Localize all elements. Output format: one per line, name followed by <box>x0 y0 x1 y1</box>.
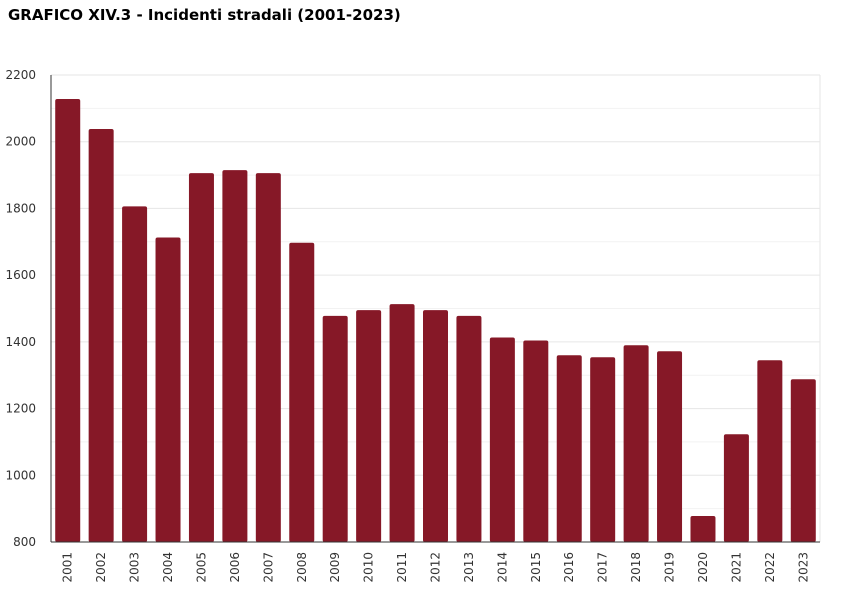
bar-2005[interactable] <box>188 173 214 542</box>
x-tick-label: 2010 <box>362 552 376 583</box>
y-tick-label: 1600 <box>5 268 36 282</box>
x-tick-label: 2008 <box>295 552 309 583</box>
x-tick-label: 2013 <box>462 552 476 583</box>
x-tick-label: 2014 <box>495 552 509 583</box>
x-tick-label: 2006 <box>228 552 242 583</box>
bar-2017[interactable] <box>590 357 616 542</box>
x-tick-label: 2011 <box>395 552 409 583</box>
x-tick-label: 2018 <box>629 552 643 583</box>
x-tick-label: 2023 <box>796 552 810 583</box>
bar-2003[interactable] <box>122 206 148 543</box>
y-tick-label: 1200 <box>5 402 36 416</box>
bar-2012[interactable] <box>423 310 448 542</box>
bar-2018[interactable] <box>623 345 649 542</box>
x-tick-label: 2003 <box>128 552 142 583</box>
x-tick-label: 2007 <box>261 552 275 583</box>
y-tick-label: 1000 <box>5 468 36 482</box>
x-axis: 2001 2002 2003 2004 2005 2006 2007 2008 2009 2010… <box>51 541 820 583</box>
bar-2009[interactable] <box>322 315 348 542</box>
x-tick-label: 2022 <box>763 552 777 583</box>
x-tick-label: 2020 <box>696 552 710 583</box>
bar-2016[interactable] <box>556 355 582 542</box>
x-tick-label: 2021 <box>729 552 743 583</box>
x-tick-label: 2002 <box>94 552 108 583</box>
y-tick-label: 800 <box>13 535 36 549</box>
bar-2022[interactable] <box>757 360 783 542</box>
bar-2015[interactable] <box>523 340 549 542</box>
bar-2021[interactable] <box>723 434 749 542</box>
bar-2010[interactable] <box>356 310 382 542</box>
y-axis: 800 1000 1200 1400 1600 1800 2000 2200 <box>5 68 52 549</box>
bar-2002[interactable] <box>88 129 114 542</box>
x-tick-label: 2012 <box>429 552 443 583</box>
bar-2014[interactable] <box>489 337 515 542</box>
y-tick-label: 2000 <box>5 135 36 149</box>
x-tick-label: 2015 <box>529 552 543 583</box>
bar-2007[interactable] <box>255 173 281 542</box>
bar-2006[interactable] <box>222 170 248 542</box>
x-tick-label: 2017 <box>596 552 610 583</box>
x-tick-label: 2016 <box>562 552 576 583</box>
x-tick-label: 2019 <box>663 552 677 583</box>
y-tick-label: 1400 <box>5 335 36 349</box>
x-tick-label: 2001 <box>61 552 75 583</box>
y-tick-label: 2200 <box>5 68 36 82</box>
bar-2020[interactable] <box>690 515 716 542</box>
bar-2013[interactable] <box>456 315 482 542</box>
chart-title: GRAFICO XIV.3 - Incidenti stradali (2001… <box>8 6 401 24</box>
bar-2008[interactable] <box>289 242 315 542</box>
bars <box>55 99 816 543</box>
bar-2019[interactable] <box>657 351 683 542</box>
bar-2023[interactable] <box>790 379 816 542</box>
y-tick-label: 1800 <box>5 201 36 215</box>
x-tick-label: 2005 <box>194 552 208 583</box>
bar-2004[interactable] <box>155 237 181 542</box>
x-tick-label: 2009 <box>328 552 342 583</box>
bar-2011[interactable] <box>389 304 415 542</box>
bar-2001[interactable] <box>55 99 81 542</box>
x-tick-label: 2004 <box>161 552 175 583</box>
